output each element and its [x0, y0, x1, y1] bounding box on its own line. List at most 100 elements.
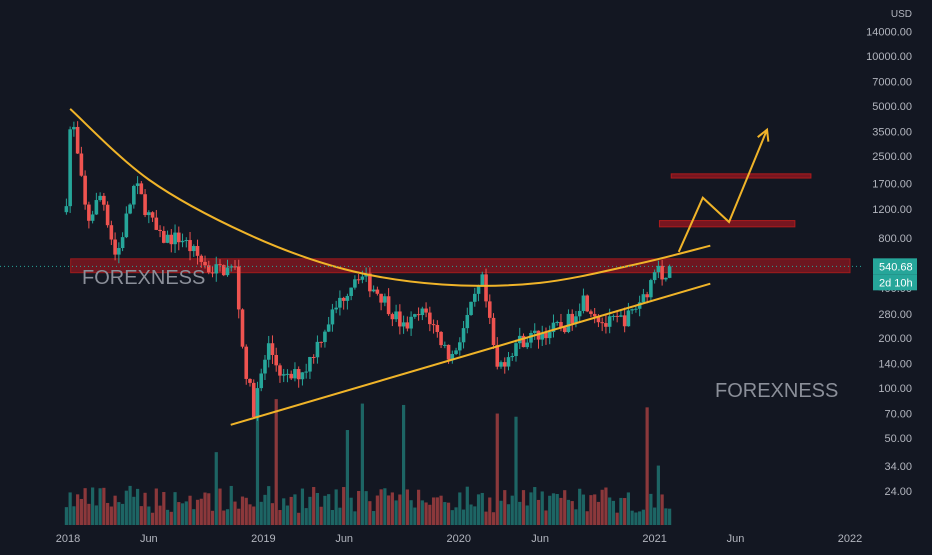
candle-body	[135, 183, 140, 186]
y-tick-label: 70.00	[884, 409, 912, 421]
volume-bar	[297, 512, 301, 525]
candle-body	[341, 297, 346, 301]
candle-body	[296, 369, 301, 380]
watermark-left: FOREXNESS	[82, 267, 205, 289]
volume-bar	[349, 497, 353, 525]
volume-bar	[259, 501, 263, 525]
candle-body	[72, 126, 76, 130]
candle-body	[577, 310, 582, 317]
y-tick-label: 200.00	[878, 333, 912, 345]
volume-bar	[611, 500, 616, 525]
candle-body	[248, 378, 252, 383]
candle-body	[98, 195, 102, 201]
volume-bar	[660, 494, 664, 525]
candle-body	[667, 266, 672, 278]
candle-body	[585, 295, 589, 312]
volume-bar	[285, 505, 290, 525]
candle-body	[510, 356, 515, 358]
candle-body	[90, 214, 95, 221]
candle-body	[199, 255, 204, 262]
candle-body	[619, 315, 623, 317]
candle-body	[120, 237, 125, 249]
volume-bar	[83, 488, 87, 525]
volume-bar	[521, 490, 526, 525]
volume-bar	[255, 395, 260, 525]
volume-bar	[357, 490, 361, 525]
volume-bar	[199, 498, 203, 525]
volume-bar	[293, 494, 297, 525]
volume-bar	[540, 491, 544, 525]
candle-body	[128, 204, 132, 214]
volume-bar	[529, 492, 533, 525]
candle-body	[491, 317, 496, 346]
candle-body	[499, 362, 503, 367]
candle-body	[615, 315, 619, 317]
candle-body	[469, 301, 473, 315]
volume-bar	[289, 496, 293, 525]
volume-bar	[469, 504, 473, 525]
volume-bar	[548, 495, 552, 525]
candle-body	[311, 357, 316, 359]
candle-body	[338, 297, 342, 308]
volume-bar	[79, 498, 83, 525]
last-price-badge	[873, 258, 917, 275]
x-tick-label: Jun	[531, 533, 549, 545]
volume-bar	[390, 492, 394, 525]
candle-body	[401, 322, 406, 327]
candle-body	[472, 293, 477, 302]
candle-body	[236, 266, 241, 310]
candle-body	[416, 314, 421, 316]
candle-body	[300, 372, 305, 380]
volume-bar	[495, 413, 499, 525]
candle-body	[435, 324, 440, 332]
support-trendline	[230, 282, 711, 426]
candle-body	[330, 309, 335, 325]
volume-bar	[225, 509, 230, 525]
candle-body	[169, 234, 174, 245]
volume-bar	[664, 508, 668, 525]
candle-body	[353, 279, 357, 288]
last-price-marker: 540.68 2d 10h	[0, 258, 917, 291]
volume-bar	[91, 487, 95, 525]
candle-body	[529, 332, 533, 343]
y-tick-label: 2500.00	[872, 151, 912, 163]
candle-body	[592, 313, 597, 317]
volume-bar	[578, 488, 582, 525]
candle-body	[218, 264, 222, 266]
candle-body	[502, 362, 507, 367]
x-axis[interactable]: 2018 Jun 2019 Jun 2020 Jun 2021 Jun 2022	[0, 527, 932, 550]
y-tick-label: 34.00	[884, 461, 912, 473]
candle-body	[547, 331, 552, 339]
cup-curve-line	[69, 108, 711, 287]
candle-body	[637, 302, 642, 309]
candle-body	[454, 350, 458, 354]
candle-body	[102, 195, 106, 205]
volume-bar	[267, 486, 271, 525]
candles-layer	[64, 121, 672, 421]
volume-bar	[338, 507, 342, 525]
volume-bar	[128, 485, 132, 525]
candle-body	[641, 294, 646, 303]
candle-body	[562, 327, 567, 333]
candle-body	[540, 332, 545, 340]
candle-body	[652, 272, 657, 281]
x-axis-panel[interactable]	[0, 527, 932, 550]
volume-bar	[668, 508, 672, 525]
x-tick-label: 2020	[446, 533, 470, 545]
candle-body	[315, 341, 320, 358]
volume-bar	[312, 487, 316, 525]
candle-body	[544, 332, 548, 339]
volume-bar	[270, 503, 275, 525]
volume-bar	[604, 487, 608, 525]
volume-bar	[525, 505, 529, 525]
volume-bar	[439, 495, 443, 525]
y-tick-label: 5000.00	[872, 101, 912, 113]
candle-body	[604, 323, 608, 327]
candle-body	[188, 240, 192, 252]
x-tick-label: 2021	[642, 533, 666, 545]
countdown-badge	[873, 274, 917, 291]
volume-bar	[319, 506, 323, 525]
y-tick-label: 7000.00	[872, 77, 912, 89]
resistance-zone	[70, 258, 851, 274]
